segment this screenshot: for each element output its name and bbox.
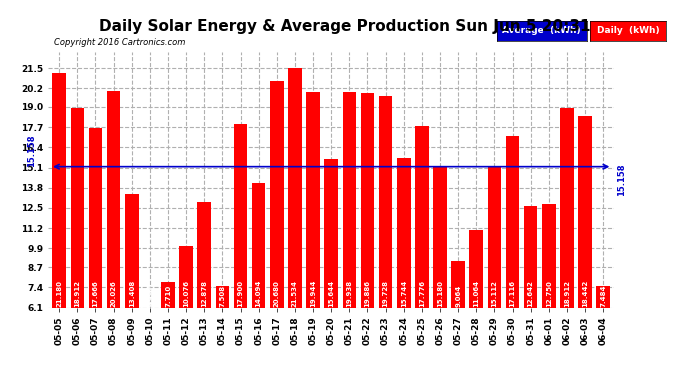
Text: 17.116: 17.116 [509,280,515,307]
Text: 15.112: 15.112 [491,280,497,307]
Bar [524,206,538,308]
Bar [324,159,338,308]
Bar [397,158,411,308]
Text: 10.076: 10.076 [183,280,189,307]
Text: Average  (kWh): Average (kWh) [502,26,581,36]
Text: 15.644: 15.644 [328,280,334,307]
Text: 21.534: 21.534 [292,280,298,307]
Bar [88,128,102,308]
Bar [578,116,592,308]
Text: 18.912: 18.912 [75,280,80,307]
Bar [361,93,374,308]
Bar [215,286,229,308]
Bar [288,68,302,308]
Text: 18.912: 18.912 [564,280,570,307]
Bar [542,204,555,308]
Text: 15.158: 15.158 [28,134,37,166]
Bar [488,167,501,308]
Bar [252,183,266,308]
Bar [70,108,84,307]
Text: 7.508: 7.508 [219,285,226,307]
Bar [125,194,139,308]
Bar [161,282,175,308]
Text: 14.094: 14.094 [256,279,262,307]
Text: 19.886: 19.886 [364,280,371,307]
Text: 17.666: 17.666 [92,280,99,307]
Text: 12.642: 12.642 [528,280,533,307]
Bar [270,81,284,308]
Bar [596,286,610,308]
Bar [451,261,465,308]
Text: 18.442: 18.442 [582,279,588,307]
Text: 19.944: 19.944 [310,279,316,307]
Text: 9.064: 9.064 [455,285,461,307]
Bar [197,202,211,308]
Bar [469,230,483,308]
Bar [560,108,574,307]
Text: Daily  (kWh): Daily (kWh) [597,26,659,36]
Text: 0.000: 0.000 [147,285,153,307]
Bar [234,124,247,308]
Text: 19.938: 19.938 [346,280,353,307]
Text: 15.744: 15.744 [401,279,406,307]
Bar [415,126,428,308]
Bar [179,246,193,308]
Text: 19.728: 19.728 [382,280,388,307]
Bar [433,166,447,308]
Text: Daily Solar Energy & Average Production Sun Jun 5 20:31: Daily Solar Energy & Average Production … [99,19,591,34]
Text: 17.900: 17.900 [237,280,244,307]
Text: 7.484: 7.484 [600,284,607,307]
Bar [306,92,320,308]
Bar [379,96,393,308]
Text: 11.064: 11.064 [473,280,480,307]
Text: 7.710: 7.710 [165,285,171,307]
Text: 12.878: 12.878 [201,280,207,307]
Text: 15.180: 15.180 [437,280,443,307]
Text: 21.180: 21.180 [56,280,62,307]
Text: 12.750: 12.750 [546,280,552,307]
Text: 20.680: 20.680 [274,280,280,307]
Bar [506,136,520,308]
Text: 17.776: 17.776 [419,280,425,307]
Bar [342,92,356,308]
Bar [52,73,66,308]
Text: 13.408: 13.408 [129,279,135,307]
Text: Copyright 2016 Cartronics.com: Copyright 2016 Cartronics.com [54,38,186,47]
Text: 20.026: 20.026 [110,280,117,307]
Bar [107,91,120,308]
